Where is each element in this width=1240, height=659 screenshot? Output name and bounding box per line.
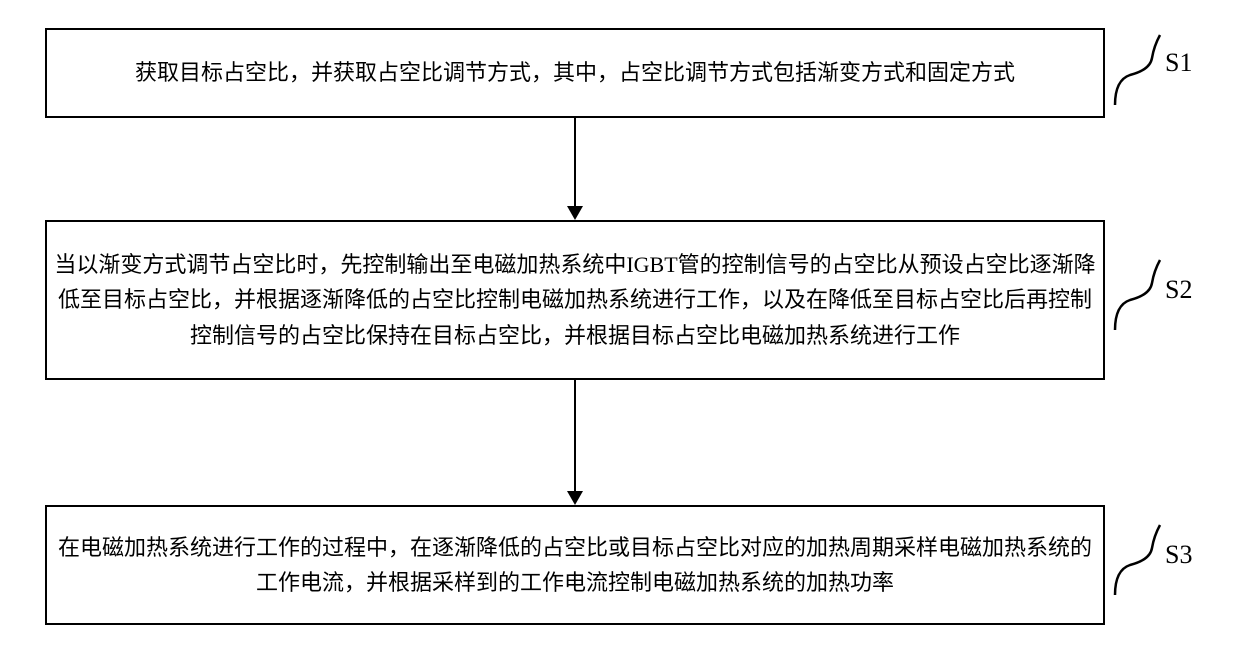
step-box-s1: 获取目标占空比，并获取占空比调节方式，其中，占空比调节方式包括渐变方式和固定方式 (45, 28, 1105, 118)
step-text-s3: 在电磁加热系统进行工作的过程中，在逐渐降低的占空比或目标占空比对应的加热周期采样… (47, 530, 1103, 600)
step-box-s2: 当以渐变方式调节占空比时，先控制输出至电磁加热系统中IGBT管的控制信号的占空比… (45, 220, 1105, 380)
arrow-head-icon (567, 491, 583, 505)
brace-icon (1110, 255, 1165, 335)
step-label-s1: S1 (1165, 48, 1192, 78)
step-text-s1: 获取目标占空比，并获取占空比调节方式，其中，占空比调节方式包括渐变方式和固定方式 (129, 55, 1021, 90)
step-label-s3: S3 (1165, 540, 1192, 570)
brace-icon (1110, 520, 1165, 600)
step-label-s2: S2 (1165, 275, 1192, 305)
arrow-line (574, 380, 576, 491)
step-text-s2: 当以渐变方式调节占空比时，先控制输出至电磁加热系统中IGBT管的控制信号的占空比… (47, 247, 1103, 353)
brace-icon (1110, 30, 1165, 110)
arrow-head-icon (567, 206, 583, 220)
step-box-s3: 在电磁加热系统进行工作的过程中，在逐渐降低的占空比或目标占空比对应的加热周期采样… (45, 505, 1105, 625)
arrow-line (574, 118, 576, 206)
flowchart-canvas: 获取目标占空比，并获取占空比调节方式，其中，占空比调节方式包括渐变方式和固定方式… (0, 0, 1240, 659)
